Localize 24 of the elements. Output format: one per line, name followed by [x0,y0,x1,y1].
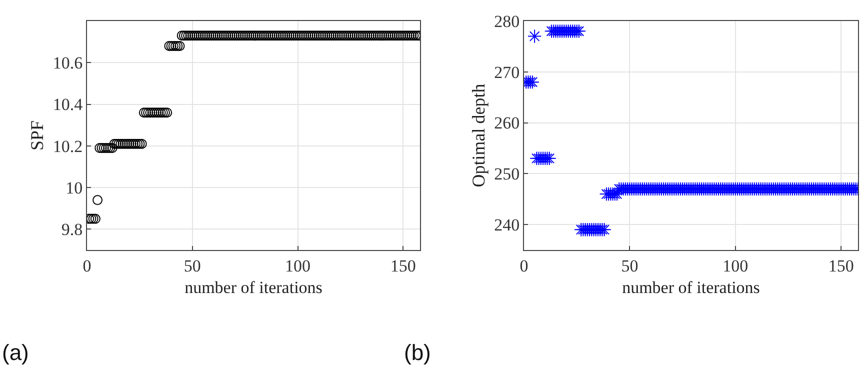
x-axis-title: number of iterations [622,278,760,297]
y-axis-title: Optimal depth [468,84,488,188]
x-tick-label: 50 [621,256,638,276]
x-tick-label: 0 [82,256,92,276]
text: (a) [2,340,29,365]
x-tick-label: 50 [184,256,201,276]
y-tick-label: 10.2 [52,136,83,156]
y-tick-label: 260 [494,114,520,133]
y-tick-label: 280 [494,12,520,31]
x-tick-label: 100 [285,256,311,276]
y-tick-label: 10.6 [52,54,83,73]
y-tick-label: 240 [494,216,520,235]
text: (b) [404,340,431,365]
y-tick-label: 250 [494,164,520,184]
y-axis-title: SPF [27,120,48,151]
x-tick-label: 100 [722,256,748,276]
y-tick-label: 270 [494,62,520,82]
x-axis-title: number of iterations [184,278,322,297]
y-tick-label: 9.8 [61,220,83,240]
x-tick-label: 150 [390,256,416,276]
x-tick-label: 150 [828,256,854,276]
y-tick-label: 10 [66,178,83,198]
x-tick-label: 0 [520,256,528,276]
y-tick-label: 10.4 [52,95,84,114]
